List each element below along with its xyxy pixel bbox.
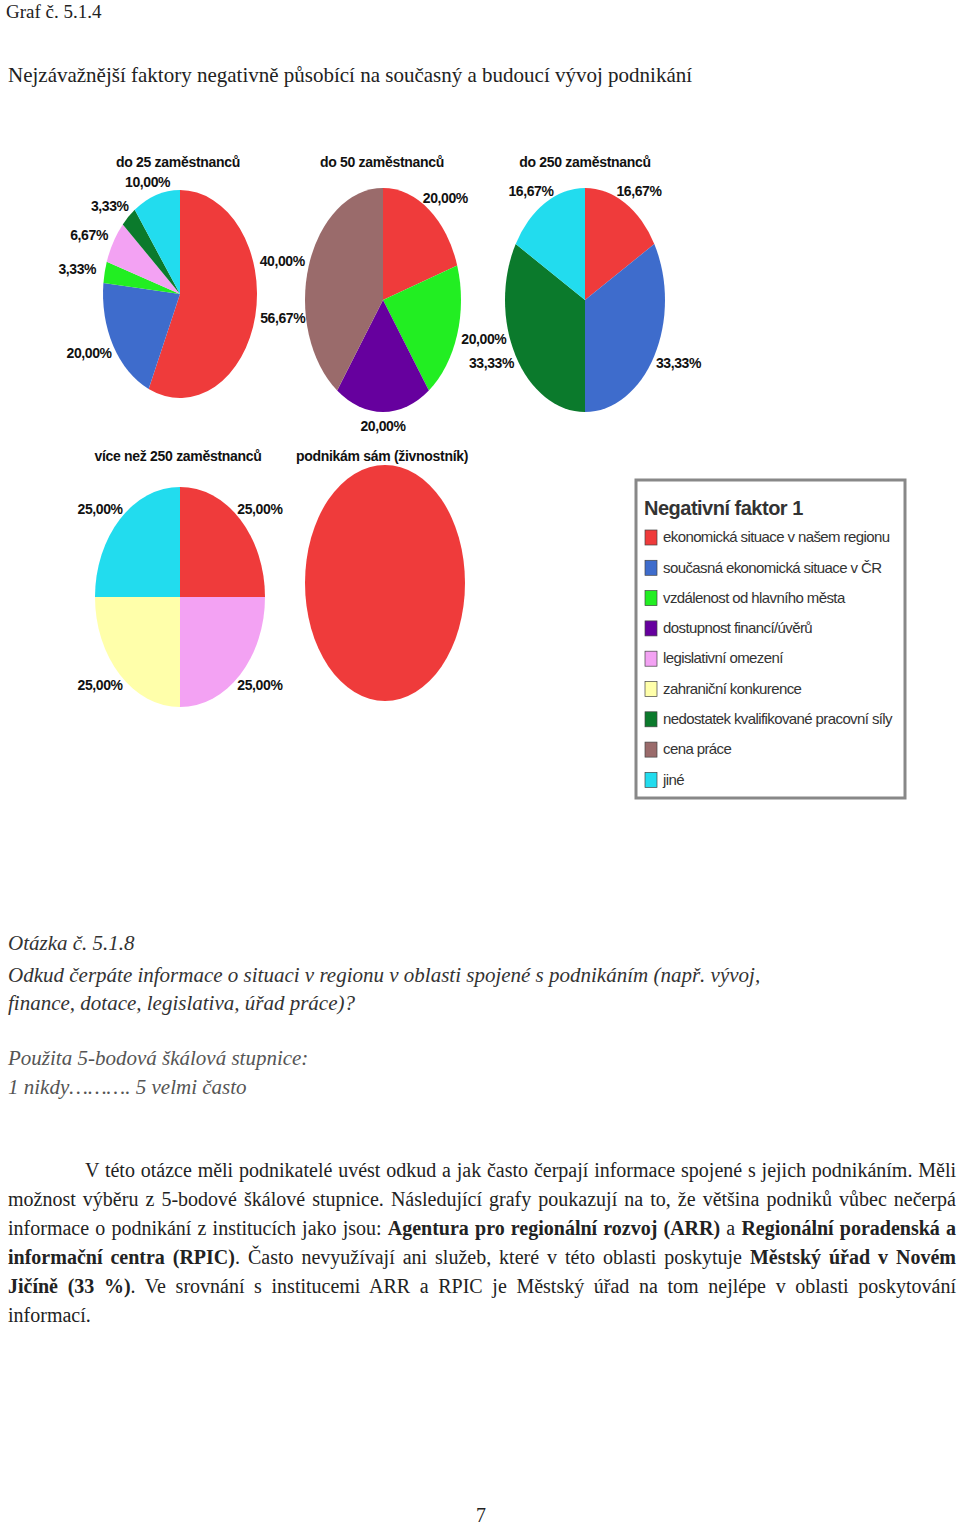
- pie-slice: [103, 283, 180, 389]
- pie-chart: 25,00% 25,00% 25,00% 25,00%: [78, 487, 284, 707]
- data-label: 33,33%: [656, 355, 702, 371]
- question-text: Odkud čerpáte informace o situaci v regi…: [8, 963, 760, 987]
- data-label: 20,00%: [360, 418, 406, 434]
- data-label: 56,67%: [260, 310, 306, 326]
- data-label: 25,00%: [78, 677, 124, 693]
- pie-slice: [305, 188, 383, 391]
- pie-chart: 56,67% 20,00% 3,33% 6,67% 3,33% 10,00%: [58, 174, 306, 398]
- title: Nejzávažnější faktory negativně působící…: [8, 63, 692, 87]
- question-text: finance, dotace, legislativa, úřad práce…: [8, 991, 356, 1015]
- legend: Negativní faktor 1 ekonomická situace v n…: [636, 480, 905, 798]
- pie-slice: [516, 188, 585, 300]
- data-label: 25,00%: [237, 501, 283, 517]
- text-run: . Ve srovnání s institucemi ARR a RPIC j…: [8, 1275, 956, 1326]
- legend-swatch: [645, 742, 657, 757]
- scale-text: Použita 5-bodová škálová stupnice:: [7, 1046, 308, 1070]
- data-label: 33,33%: [469, 355, 515, 371]
- legend-swatch: [645, 682, 657, 697]
- legend-swatch: [645, 530, 657, 545]
- pie-title: do 50 zaměstnanců: [320, 154, 444, 170]
- data-label: 3,33%: [58, 261, 97, 277]
- data-label: 20,00%: [461, 331, 507, 347]
- legend-entry: dostupnost financí/úvěrů: [663, 619, 812, 636]
- text-run: a: [720, 1217, 741, 1239]
- pie-slices: [305, 188, 461, 412]
- legend-frame: [636, 480, 905, 798]
- page-number: 7: [476, 1504, 486, 1526]
- data-label: 40,00%: [260, 253, 306, 269]
- legend-entry: současná ekonomická situace v ČR: [663, 559, 882, 576]
- pie-slice: [585, 244, 665, 412]
- pie-slice: [305, 465, 465, 701]
- pie-slices: [305, 465, 465, 701]
- legend-entry: cena práce: [663, 740, 731, 757]
- data-label: 20,00%: [423, 190, 469, 206]
- data-label: 10,00%: [125, 174, 171, 190]
- header: Graf č. 5.1.4: [6, 1, 102, 22]
- data-label: 20,00%: [67, 345, 113, 361]
- legend-entry: nedostatek kvalifikované pracovní síly: [663, 710, 893, 727]
- pie-slice: [135, 190, 180, 294]
- legend-swatch: [645, 591, 657, 606]
- legend-swatch: [645, 621, 657, 636]
- legend-swatch: [645, 560, 657, 575]
- pie-title: do 25 zaměstnanců: [116, 154, 240, 170]
- data-label: 25,00%: [78, 501, 124, 517]
- legend-swatch: [645, 712, 657, 727]
- legend-title: Negativní faktor 1: [644, 497, 803, 519]
- legend-entry: ekonomická situace v našem regionu: [663, 528, 890, 545]
- legend-entry: jiné: [662, 771, 684, 788]
- pie-title: více než 250 zaměstnanců: [94, 448, 261, 464]
- pie-slices: [505, 188, 665, 412]
- legend-entry: zahraniční konkurence: [663, 680, 802, 697]
- pie-slices: [103, 190, 257, 398]
- text-run: . Často nevyužívají ani služeb, které v …: [235, 1246, 750, 1268]
- scale-text: 1 nikdy………. 5 velmi často: [8, 1075, 247, 1099]
- question-number: Otázka č. 5.1.8: [8, 931, 135, 955]
- pie-slices: [95, 487, 265, 707]
- pie-title: podnikám sám (živnostník): [296, 448, 468, 464]
- data-label: 16,67%: [508, 183, 554, 199]
- legend-entry: vzdálenost od hlavního města: [663, 589, 846, 606]
- pie-title: do 250 zaměstnanců: [519, 154, 651, 170]
- data-label: 16,67%: [616, 183, 662, 199]
- legend-entry: legislativní omezení: [663, 649, 784, 666]
- bold-run: Agentura pro regionální rozvoj (ARR): [388, 1217, 720, 1239]
- legend-swatch: [645, 772, 657, 787]
- pie-chart: 20,00% 20,00% 20,00% 40,00%: [260, 188, 508, 434]
- paragraph: V této otázce měli podnikatelé uvést odk…: [8, 1156, 956, 1330]
- data-label: 3,33%: [91, 198, 130, 214]
- legend-swatch: [645, 651, 657, 666]
- pie-chart: 16,67% 33,33% 33,33% 16,67%: [469, 183, 702, 412]
- pie-chart: [305, 465, 465, 701]
- data-label: 6,67%: [70, 227, 109, 243]
- data-label: 25,00%: [237, 677, 283, 693]
